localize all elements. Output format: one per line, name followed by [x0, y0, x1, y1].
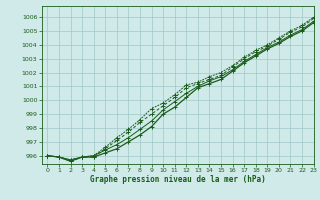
X-axis label: Graphe pression niveau de la mer (hPa): Graphe pression niveau de la mer (hPa) [90, 175, 266, 184]
